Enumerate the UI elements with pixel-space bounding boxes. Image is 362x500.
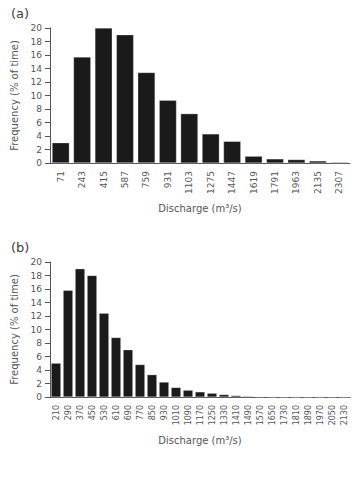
- svg-text:2307: 2307: [334, 171, 344, 194]
- svg-text:1447: 1447: [227, 171, 237, 194]
- svg-text:1410: 1410: [232, 405, 241, 425]
- svg-text:0: 0: [36, 392, 42, 402]
- svg-text:243: 243: [77, 171, 87, 188]
- svg-text:1090: 1090: [184, 405, 193, 425]
- svg-text:71: 71: [56, 171, 66, 182]
- svg-text:4: 4: [36, 365, 42, 375]
- svg-text:1890: 1890: [304, 405, 313, 425]
- svg-text:931: 931: [163, 171, 173, 188]
- svg-text:415: 415: [99, 171, 109, 188]
- svg-text:12: 12: [31, 311, 42, 321]
- svg-text:Discharge (m³/s): Discharge (m³/s): [158, 435, 241, 446]
- svg-text:770: 770: [136, 405, 145, 420]
- svg-text:1275: 1275: [206, 171, 216, 194]
- svg-text:20: 20: [31, 257, 43, 267]
- svg-text:10: 10: [31, 325, 43, 335]
- svg-text:2050: 2050: [328, 405, 337, 425]
- svg-text:290: 290: [64, 405, 73, 420]
- svg-text:8: 8: [36, 338, 42, 348]
- svg-text:530: 530: [100, 405, 109, 420]
- svg-text:1010: 1010: [172, 405, 181, 425]
- svg-text:450: 450: [88, 405, 97, 420]
- svg-text:16: 16: [31, 284, 43, 294]
- svg-text:0: 0: [36, 158, 42, 168]
- svg-text:18: 18: [31, 271, 43, 281]
- svg-text:10: 10: [31, 91, 43, 101]
- svg-text:1970: 1970: [316, 405, 325, 425]
- svg-text:16: 16: [31, 50, 43, 60]
- svg-text:610: 610: [112, 405, 121, 420]
- svg-text:2135: 2135: [313, 171, 323, 194]
- svg-text:6: 6: [36, 352, 42, 362]
- svg-text:1810: 1810: [292, 405, 301, 425]
- svg-text:850: 850: [148, 405, 157, 420]
- svg-text:1103: 1103: [184, 171, 194, 194]
- svg-text:930: 930: [160, 405, 169, 420]
- svg-text:1730: 1730: [280, 405, 289, 425]
- svg-text:(a): (a): [11, 6, 29, 21]
- svg-text:1650: 1650: [268, 405, 277, 425]
- svg-text:1170: 1170: [196, 405, 205, 425]
- svg-text:2130: 2130: [340, 405, 349, 425]
- svg-text:587: 587: [120, 171, 130, 188]
- svg-text:1963: 1963: [291, 171, 301, 194]
- svg-text:210: 210: [52, 405, 61, 420]
- svg-text:Frequency (% of time): Frequency (% of time): [9, 274, 20, 385]
- svg-text:18: 18: [31, 37, 43, 47]
- svg-text:1250: 1250: [208, 405, 217, 425]
- svg-text:(b): (b): [11, 240, 29, 255]
- svg-text:14: 14: [31, 64, 43, 74]
- svg-text:14: 14: [31, 298, 43, 308]
- svg-text:1570: 1570: [256, 405, 265, 425]
- svg-text:1619: 1619: [249, 171, 259, 194]
- svg-text:20: 20: [31, 23, 43, 33]
- svg-text:1791: 1791: [270, 171, 280, 194]
- svg-text:Discharge (m³/s): Discharge (m³/s): [158, 203, 241, 214]
- svg-text:4: 4: [36, 131, 42, 141]
- svg-text:12: 12: [31, 77, 42, 87]
- svg-text:6: 6: [36, 118, 42, 128]
- svg-text:8: 8: [36, 104, 42, 114]
- svg-text:759: 759: [141, 171, 151, 188]
- svg-text:1330: 1330: [220, 405, 229, 425]
- svg-text:1490: 1490: [244, 405, 253, 425]
- svg-text:2: 2: [36, 145, 42, 155]
- svg-text:690: 690: [124, 405, 133, 420]
- svg-text:2: 2: [36, 379, 42, 389]
- svg-text:370: 370: [76, 405, 85, 420]
- svg-text:Frequency (% of time): Frequency (% of time): [9, 40, 20, 151]
